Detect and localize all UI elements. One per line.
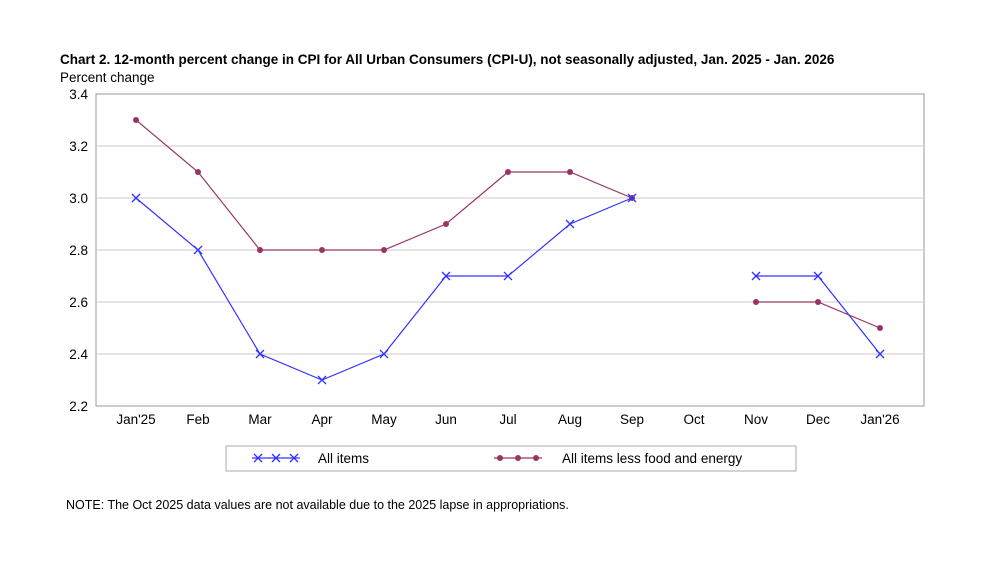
data-point bbox=[381, 247, 387, 253]
chart-title: Chart 2. 12-month percent change in CPI … bbox=[60, 52, 835, 67]
data-point bbox=[505, 169, 511, 175]
data-point bbox=[131, 193, 141, 203]
x-tick-label: Sep bbox=[620, 412, 644, 427]
x-tick-label: Aug bbox=[558, 412, 582, 427]
data-point bbox=[877, 325, 883, 331]
y-tick-label: 3.0 bbox=[69, 191, 88, 206]
x-tick-label: Dec bbox=[806, 412, 830, 427]
data-point bbox=[441, 271, 451, 281]
data-point bbox=[379, 349, 389, 359]
y-axis-label: Percent change bbox=[60, 70, 155, 85]
y-tick-label: 2.4 bbox=[69, 347, 88, 362]
legend-box bbox=[225, 445, 797, 472]
x-tick-labels: Jan'25 Feb Mar Apr May Jun Jul Aug Sep Oct Nov Dec J… bbox=[116, 412, 899, 427]
legend-marker bbox=[253, 453, 263, 463]
data-point bbox=[813, 271, 823, 281]
data-point bbox=[317, 375, 327, 385]
y-tick-label: 2.2 bbox=[69, 399, 88, 414]
legend-marker bbox=[533, 455, 539, 461]
legend-marker bbox=[271, 453, 281, 463]
data-point bbox=[627, 193, 637, 203]
x-tick-label: Jan'26 bbox=[860, 412, 899, 427]
data-point bbox=[751, 271, 761, 281]
data-point bbox=[443, 221, 449, 227]
gridlines bbox=[96, 145, 924, 355]
chart-note: NOTE: The Oct 2025 data values are not a… bbox=[66, 498, 569, 512]
data-point bbox=[257, 247, 263, 253]
data-point bbox=[815, 299, 821, 305]
y-tick-label: 2.6 bbox=[69, 295, 88, 310]
legend-entry: All items bbox=[252, 451, 369, 466]
data-point bbox=[503, 271, 513, 281]
data-point bbox=[133, 117, 139, 123]
x-tick-label: Jul bbox=[499, 412, 516, 427]
data-point bbox=[875, 349, 885, 359]
legend-entry: All items less food and energy bbox=[494, 451, 742, 466]
data-point bbox=[753, 299, 759, 305]
legend-marker bbox=[515, 455, 521, 461]
x-tick-label: Mar bbox=[248, 412, 272, 427]
data-point bbox=[195, 169, 201, 175]
x-tick-label: May bbox=[371, 412, 397, 427]
x-tick-label: Nov bbox=[744, 412, 768, 427]
data-point bbox=[319, 247, 325, 253]
legend-marker bbox=[289, 453, 299, 463]
series-all-items bbox=[131, 193, 885, 385]
y-tick-label: 2.8 bbox=[69, 243, 88, 258]
data-point bbox=[567, 169, 573, 175]
legend-marker bbox=[497, 455, 503, 461]
x-tick-label: Jun bbox=[435, 412, 457, 427]
legend-label: All items less food and energy bbox=[562, 451, 742, 466]
data-point bbox=[565, 219, 575, 229]
legend: All items All items less food and energy bbox=[225, 445, 797, 472]
legend-label: All items bbox=[318, 451, 369, 466]
y-tick-labels: 2.2 2.4 2.6 2.8 3.0 3.2 3.4 bbox=[69, 87, 88, 414]
y-tick-label: 3.2 bbox=[69, 139, 88, 154]
x-tick-label: Jan'25 bbox=[116, 412, 155, 427]
data-point bbox=[255, 349, 265, 359]
x-tick-label: Feb bbox=[186, 412, 209, 427]
x-tick-label: Oct bbox=[683, 412, 704, 427]
series-group bbox=[131, 117, 885, 385]
data-point bbox=[193, 245, 203, 255]
x-tick-label: Apr bbox=[311, 412, 333, 427]
y-tick-label: 3.4 bbox=[69, 87, 88, 102]
